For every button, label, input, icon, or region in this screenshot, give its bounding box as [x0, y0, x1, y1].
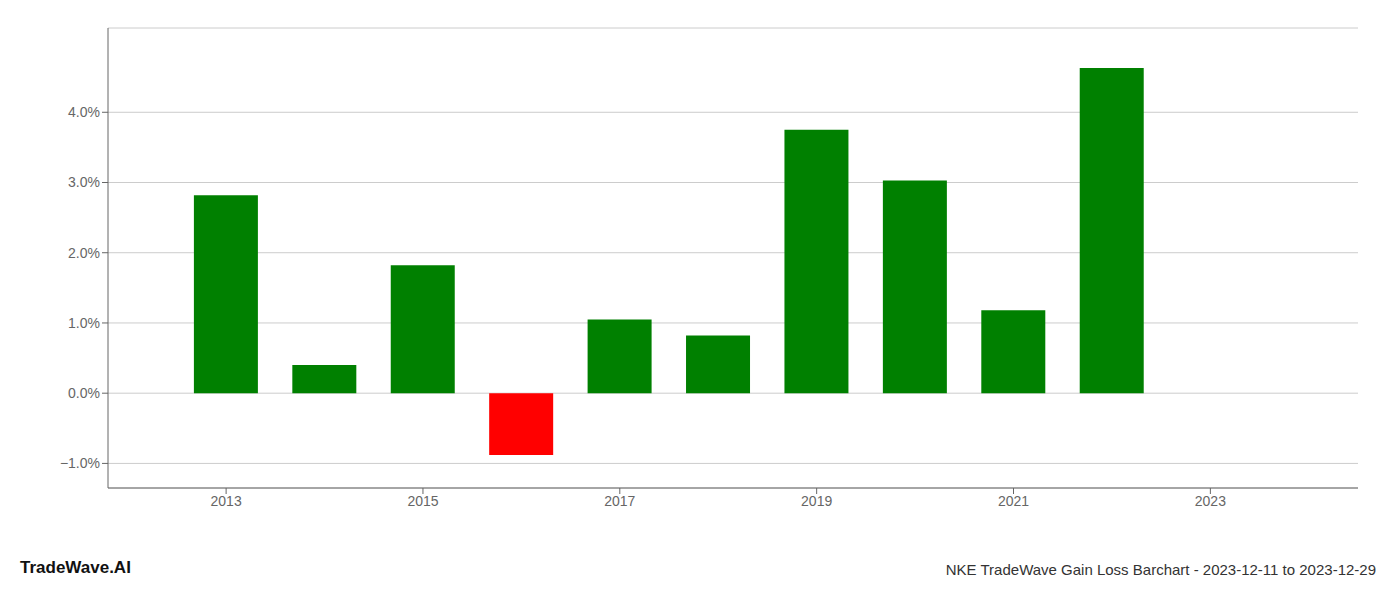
svg-text:2013: 2013: [211, 493, 242, 509]
svg-text:2021: 2021: [998, 493, 1029, 509]
svg-text:1.0%: 1.0%: [68, 315, 100, 331]
html-text:TradeWave.AI: TradeWave.AI: [20, 558, 131, 577]
svg-text:2015: 2015: [407, 493, 438, 509]
html-text:NKE TradeWave Gain Loss Barcha: NKE TradeWave Gain Loss Barchart - 2023-…: [945, 561, 1376, 578]
svg-text:2019: 2019: [801, 493, 832, 509]
svg-text:−1.0%: −1.0%: [60, 455, 100, 471]
svg-text:2017: 2017: [604, 493, 635, 509]
svg-text:3.0%: 3.0%: [68, 174, 100, 190]
svg-text:2023: 2023: [1195, 493, 1226, 509]
svg-text:0.0%: 0.0%: [68, 385, 100, 401]
svg-text:4.0%: 4.0%: [68, 104, 100, 120]
svg-text:2.0%: 2.0%: [68, 245, 100, 261]
